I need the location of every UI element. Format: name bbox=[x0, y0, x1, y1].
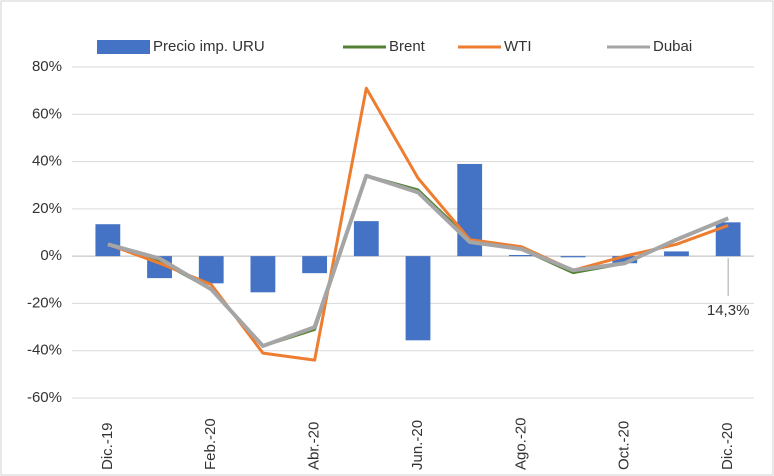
y-tick-label: 60% bbox=[32, 105, 62, 122]
y-tick-label: 20% bbox=[32, 200, 62, 217]
line bbox=[107, 173, 729, 348]
line bbox=[107, 86, 729, 362]
x-tick-label: Jun.-20 bbox=[409, 420, 426, 470]
y-tick-label: 40% bbox=[32, 153, 62, 170]
bar bbox=[198, 256, 224, 284]
legend-label: WTI bbox=[504, 38, 532, 55]
y-tick-label: -60% bbox=[27, 389, 62, 406]
bar bbox=[95, 224, 121, 257]
legend-swatch bbox=[97, 40, 150, 54]
bar bbox=[664, 251, 689, 257]
y-tick-label: 0% bbox=[40, 247, 62, 264]
data-label: 14,3% bbox=[707, 302, 750, 319]
x-tick-label: Dic.-19 bbox=[99, 422, 116, 470]
legend-label: Brent bbox=[389, 38, 426, 55]
bar bbox=[302, 256, 328, 274]
bar bbox=[560, 256, 586, 258]
x-tick-label: Abr.-20 bbox=[306, 422, 323, 470]
y-tick-label: -20% bbox=[27, 294, 62, 311]
x-tick-label: Feb.-20 bbox=[202, 418, 219, 470]
bar bbox=[508, 254, 534, 257]
x-tick-label: Ago.-20 bbox=[512, 417, 529, 470]
y-tick-label: -40% bbox=[27, 342, 62, 359]
legend-label: Precio imp. URU bbox=[153, 38, 265, 55]
x-tick-label: Oct.-20 bbox=[616, 421, 633, 470]
y-tick-label: 80% bbox=[32, 58, 62, 75]
bar bbox=[612, 256, 638, 264]
legend-label: Dubai bbox=[653, 38, 692, 55]
bar bbox=[250, 256, 276, 293]
x-tick-label: Dic.-20 bbox=[719, 422, 736, 470]
bar bbox=[353, 221, 379, 257]
bar bbox=[405, 256, 431, 341]
